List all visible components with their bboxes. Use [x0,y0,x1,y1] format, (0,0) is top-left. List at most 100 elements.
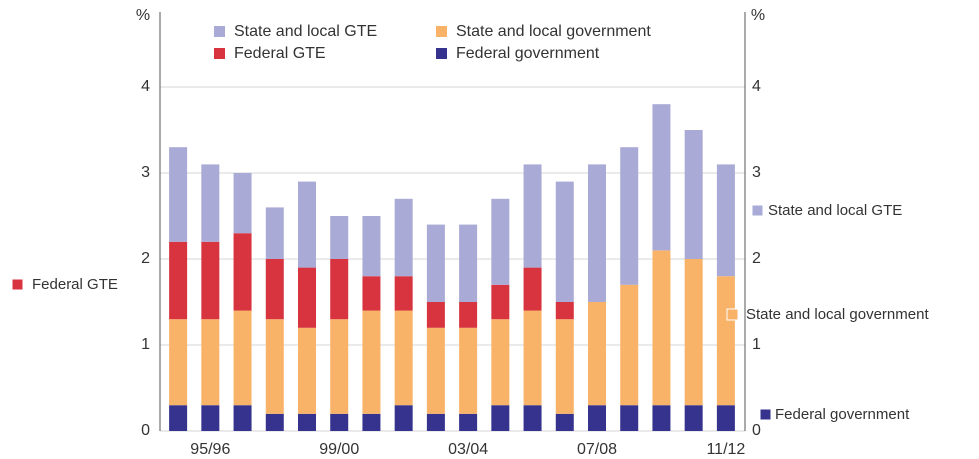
annotation-swatch [759,408,772,421]
y2-tick-label: 0 [752,422,761,439]
y2-tick-label: 4 [752,78,761,95]
bar-segment [716,164,735,277]
bar-segment [523,267,542,311]
bar-segment [588,405,606,431]
bar-segment [265,259,284,320]
bar-segment [201,241,220,320]
bar-segment [620,405,639,431]
bar-segment [426,413,445,431]
bar-segment [394,310,413,406]
bar-segment [169,319,188,406]
bar-segment [588,302,606,406]
bar-segment [652,250,671,406]
y-tick-label: 1 [141,336,150,353]
legend-label: Federal GTE [234,45,326,62]
annotation-label: Federal GTE [32,276,118,293]
bar-segment [491,284,510,320]
bar-segment [298,327,316,414]
y-axis-label: % [136,7,150,24]
bar-segment [169,147,188,242]
y2-tick-label: 1 [752,336,761,353]
bar-segment [362,276,381,311]
bar-segment [459,413,478,431]
bar-segment [233,233,252,311]
y2-axis-label: % [751,7,765,24]
bar-segment [233,310,252,406]
annotation-label: State and local government [746,306,929,323]
legend-label: State and local GTE [234,23,377,40]
bar-segment [362,413,381,431]
annotation-swatch [11,278,24,291]
bar-segment [394,276,413,311]
bar-segment [201,164,220,242]
bar-segment [298,413,316,431]
bar-segment [330,216,349,259]
bar-segment [684,405,703,431]
x-tick-label: 07/08 [577,441,617,458]
legend-swatch [214,26,225,37]
x-tick-label: 11/12 [706,441,745,458]
bar-segment [684,130,703,259]
bar-segment [716,276,735,406]
y2-tick-label: 2 [752,250,761,267]
legend-box [200,18,700,70]
bar-segment [233,405,252,431]
y-tick-label: 0 [141,422,150,439]
bar-segment [459,224,478,302]
legend-swatch [214,48,225,59]
bar-segment [491,319,510,406]
bar-segment [555,302,574,320]
legend-label: State and local government [456,23,651,40]
x-tick-label: 95/96 [190,441,230,458]
bar-segment [330,259,349,320]
bar-segment [298,181,316,268]
bar-segment [620,284,639,406]
bar-segment [362,216,381,277]
bar-segment [523,164,542,268]
bar-segment [265,207,284,259]
bar-segment [201,405,220,431]
bar-segment [330,413,349,431]
y-tick-label: 3 [141,164,150,181]
bar-segment [684,259,703,406]
bar-segment [233,173,252,234]
bar-segment [169,241,188,320]
annotation-swatch [726,308,739,321]
bar-segment [265,413,284,431]
bar-segment [555,413,574,431]
bar-segment [362,310,381,414]
legend-swatch [436,26,447,37]
bar-segment [523,405,542,431]
annotation-swatch [751,204,764,217]
bar-segment [426,327,445,414]
bar-segment [555,319,574,414]
bar-segment [394,405,413,431]
bar-segment [491,405,510,431]
bar-segment [394,198,413,277]
bar-segment [169,405,188,431]
y-tick-label: 4 [141,78,150,95]
y2-tick-label: 3 [752,164,761,181]
bar-segment [330,319,349,414]
bar-segment [298,267,316,328]
bar-segment [716,405,735,431]
bar-segment [426,224,445,302]
bar-segment [459,327,478,414]
bar-segment [523,310,542,406]
bar-segment [588,164,606,302]
annotation-label: Federal government [775,406,910,423]
bar-segment [491,198,510,285]
bar-segment [201,319,220,406]
y-tick-label: 2 [141,250,150,267]
legend-label: Federal government [456,45,600,62]
legend-swatch [436,48,447,59]
bar-segment [620,147,639,285]
annotation-label: State and local GTE [768,202,902,219]
bar-segment [652,104,671,251]
bar-segment [652,405,671,431]
x-tick-label: 99/00 [319,441,359,458]
bar-segment [265,319,284,414]
